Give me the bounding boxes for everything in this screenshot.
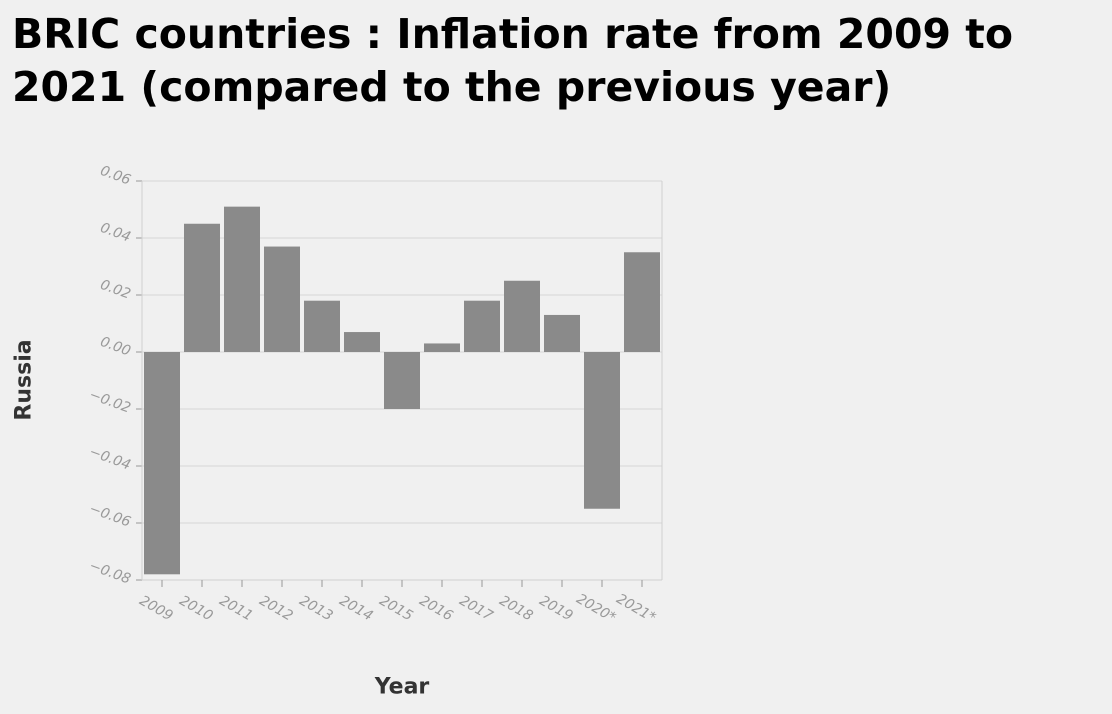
bar-2020-estimate: [584, 352, 620, 509]
x-tick-label: 2021*: [614, 591, 659, 626]
x-tick-label: 2013: [297, 593, 336, 625]
x-tick-label: 2010: [177, 593, 216, 625]
bar-2012: [264, 246, 300, 352]
x-axis-label: Year: [374, 674, 430, 700]
bar-2013: [304, 300, 340, 352]
bar-2018: [504, 280, 540, 352]
y-tick-label: −0.04: [87, 444, 133, 474]
bar-2009: [144, 352, 180, 575]
y-tick-label: −0.02: [87, 387, 133, 417]
x-tick-label: 2011: [217, 593, 256, 625]
x-tick-label: 2020*: [574, 591, 619, 626]
y-tick-label: 0.02: [98, 277, 133, 303]
bar-2021-estimate: [624, 252, 660, 352]
chart-title: BRIC countries : Inflation rate from 200…: [12, 10, 1014, 111]
y-tick-label: 0.06: [98, 163, 133, 189]
bar-2010: [184, 223, 220, 352]
x-tick-label: 2015: [377, 593, 416, 625]
x-tick-label: 2012: [257, 593, 296, 625]
x-tick-label: 2016: [417, 593, 456, 625]
y-tick-label: 0.04: [98, 220, 133, 246]
y-tick-label: −0.08: [87, 558, 133, 588]
bar-2015: [384, 352, 420, 409]
bar-2011: [224, 206, 260, 352]
y-tick-label: −0.06: [87, 501, 133, 531]
bar-2014: [344, 332, 380, 352]
bar-2019: [544, 314, 580, 352]
bar-2016: [424, 343, 460, 352]
x-tick-label: 2018: [497, 593, 536, 625]
x-tick-label: 2009: [137, 593, 176, 625]
x-tick-label: 2019: [537, 593, 576, 625]
y-tick-label: 0.00: [98, 334, 133, 360]
x-tick-label: 2017: [457, 593, 496, 625]
bar-2017: [464, 300, 500, 352]
x-tick-label: 2014: [337, 593, 376, 625]
